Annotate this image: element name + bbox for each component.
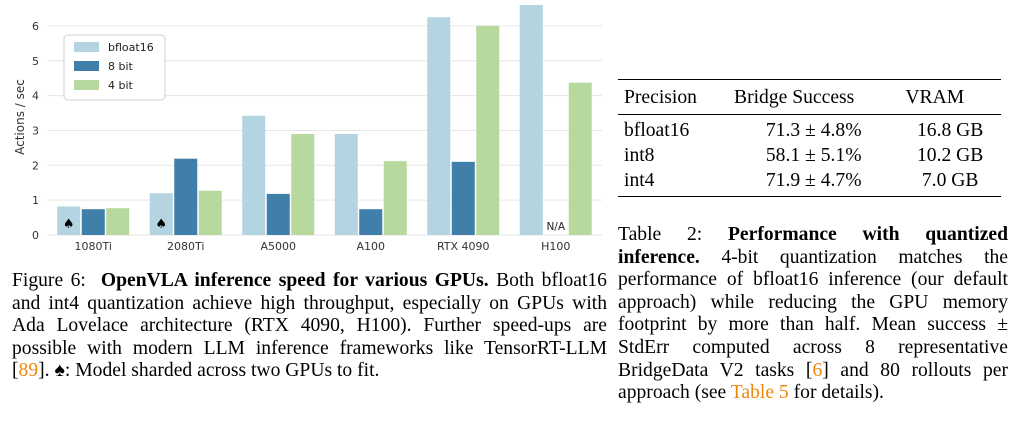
y-tick-label: 3 bbox=[32, 124, 39, 137]
legend-swatch bbox=[74, 80, 99, 90]
citation-link-89[interactable]: 89 bbox=[18, 360, 39, 382]
header-bridge-success: Bridge Success bbox=[734, 87, 855, 108]
y-tick-label: 0 bbox=[32, 229, 39, 242]
bar-annotations: ♠ ♠ N/A bbox=[63, 217, 566, 233]
cell-success: 58.1 ± 5.1% bbox=[765, 145, 862, 166]
spade-icon: ♠ bbox=[54, 360, 65, 382]
grid bbox=[47, 25, 602, 236]
table-text-3: for details). bbox=[793, 382, 884, 404]
spade-icon: ♠ bbox=[63, 217, 75, 232]
table-label: Table 2: bbox=[618, 224, 703, 245]
citation-link-6[interactable]: 6 bbox=[812, 359, 823, 381]
x-tick-label: 1080Ti bbox=[75, 240, 112, 253]
x-tick-label: RTX 4090 bbox=[437, 240, 490, 253]
table-row: int4 71.9 ± 4.7% 7.0 GB bbox=[618, 168, 1001, 197]
table-header-row: Precision Bridge Success VRAM bbox=[618, 79, 1001, 115]
bar-4-bit-1080Ti bbox=[106, 208, 130, 235]
y-tick-label: 2 bbox=[32, 159, 39, 172]
y-axis-label: Actions / sec bbox=[13, 79, 27, 155]
cell-precision: int8 bbox=[624, 145, 655, 166]
y-tick-label: 6 bbox=[32, 20, 39, 33]
x-ticks: 1080Ti 2080Ti A5000 A100 RTX 4090 H100 bbox=[75, 240, 571, 253]
bar-4-bit-2080Ti bbox=[198, 190, 222, 235]
x-tick-label: A5000 bbox=[260, 240, 296, 253]
table-text-2: ] and 80 rollouts per approach (see bbox=[618, 359, 1008, 404]
spade-icon: ♠ bbox=[155, 217, 167, 232]
header-vram: VRAM bbox=[905, 87, 965, 108]
bar-bfloat16-1080Ti bbox=[57, 206, 81, 235]
bar-bfloat16-A100 bbox=[334, 133, 358, 235]
bar-bfloat16-H100 bbox=[519, 5, 543, 235]
table-row: int8 58.1 ± 5.1% 10.2 GB bbox=[618, 143, 1001, 168]
spade-note: : Model sharded across two GPUs to fit. bbox=[64, 360, 380, 382]
x-tick-label: 2080Ti bbox=[167, 240, 204, 253]
table-row: bfloat16 71.3 ± 4.8% 16.8 GB bbox=[618, 115, 1001, 144]
cell-success: 71.3 ± 4.8% bbox=[765, 120, 862, 141]
figure-label: Figure 6: bbox=[12, 270, 86, 291]
bar-8-bit-A5000 bbox=[266, 193, 290, 235]
cell-vram: 10.2 GB bbox=[916, 145, 984, 166]
table-text: 4-bit quantization matches the performan… bbox=[618, 246, 1009, 381]
table-caption: Table 2: Performance with quantized infe… bbox=[618, 224, 1008, 405]
na-label: N/A bbox=[546, 221, 565, 233]
figure-text: Both bfloat16 and int4 quantization achi… bbox=[12, 270, 607, 382]
x-tick-label: A100 bbox=[356, 240, 385, 253]
bar-bfloat16-A5000 bbox=[242, 115, 266, 235]
legend-label: 8 bit bbox=[108, 60, 134, 73]
legend-swatch bbox=[74, 42, 99, 52]
y-tick-label: 1 bbox=[32, 194, 39, 207]
bar-4-bit-A5000 bbox=[291, 133, 315, 235]
bars bbox=[57, 5, 592, 236]
cell-vram: 16.8 GB bbox=[916, 120, 984, 141]
bar-4-bit-RTX-4090 bbox=[476, 25, 500, 236]
legend-swatch bbox=[74, 61, 99, 71]
bar-4-bit-H100 bbox=[568, 82, 592, 235]
inference-speed-chart: 0 1 2 3 4 5 6 1080Ti 2080Ti A5000 A100 RTX 4090 H10… bbox=[13, 0, 602, 253]
figure-caption: Figure 6: OpenVLA inference speed for va… bbox=[12, 270, 607, 383]
y-tick-label: 5 bbox=[32, 55, 39, 68]
cell-precision: bfloat16 bbox=[624, 120, 690, 141]
table-5-link[interactable]: Table 5 bbox=[730, 382, 789, 404]
bar-bfloat16-RTX-4090 bbox=[427, 17, 451, 235]
table-title: Performance with quantized inference. bbox=[618, 224, 1008, 268]
header-precision: Precision bbox=[624, 87, 697, 108]
bar-8-bit-RTX-4090 bbox=[451, 161, 475, 235]
bar-8-bit-A100 bbox=[359, 209, 383, 235]
figure-title: OpenVLA inference speed for various GPUs… bbox=[100, 270, 489, 291]
bar-4-bit-A100 bbox=[383, 161, 407, 235]
y-tick-label: 4 bbox=[32, 90, 39, 103]
cell-success: 71.9 ± 4.7% bbox=[765, 170, 862, 191]
figure-text-after: ]. bbox=[38, 360, 50, 382]
bar-8-bit-1080Ti bbox=[81, 209, 105, 235]
cell-precision: int4 bbox=[624, 170, 655, 191]
x-tick-label: H100 bbox=[541, 240, 570, 253]
quantization-table: Precision Bridge Success VRAM bfloat16 7… bbox=[618, 79, 1001, 197]
legend: bfloat16 8 bit 4 bit bbox=[63, 34, 166, 101]
y-ticks: 0 1 2 3 4 5 6 bbox=[32, 20, 39, 242]
bar-8-bit-2080Ti bbox=[174, 158, 198, 235]
cell-vram: 7.0 GB bbox=[921, 170, 979, 191]
legend-label: bfloat16 bbox=[108, 41, 154, 54]
bar-bfloat16-2080Ti bbox=[149, 193, 173, 235]
legend-label: 4 bit bbox=[108, 79, 134, 92]
